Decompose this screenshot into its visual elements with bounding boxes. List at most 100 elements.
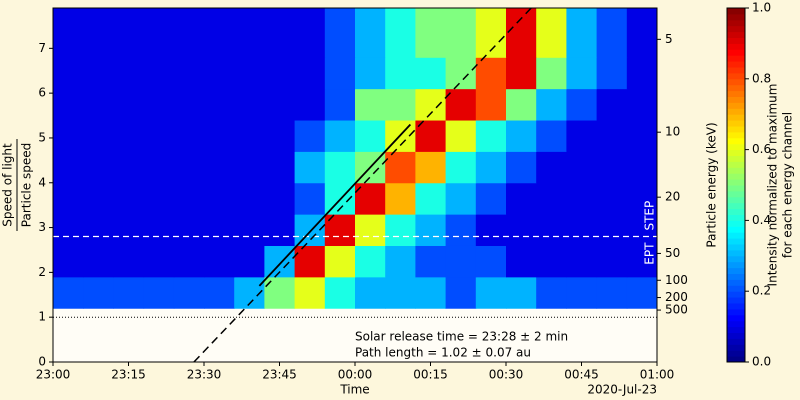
y2-tick-label: 500 [665, 303, 688, 317]
heatmap-cell [506, 120, 537, 152]
heatmap-cell [626, 8, 658, 58]
heatmap-cell [566, 214, 598, 246]
heatmap-cell [475, 245, 507, 278]
colorbar-step [727, 19, 745, 27]
heatmap-cell [324, 120, 356, 152]
heatmap-cell [355, 120, 386, 152]
heatmap-cell [143, 245, 175, 278]
heatmap-cell [355, 88, 386, 121]
heatmap-cell [204, 88, 235, 121]
heatmap-cell [83, 151, 114, 184]
heatmap-cell [475, 88, 507, 121]
y2-tick-label: 100 [665, 273, 688, 287]
x-tick-label: 23:00 [36, 368, 71, 382]
heatmap-cell [173, 276, 205, 309]
heatmap-cell [506, 214, 537, 246]
heatmap-cell [536, 245, 567, 278]
heatmap-cell [566, 57, 598, 90]
heatmap-cell [596, 151, 628, 184]
y2-tick-label: 50 [665, 246, 680, 260]
heatmap-cell [294, 8, 326, 58]
colorbar-step [727, 232, 745, 239]
heatmap-cell [204, 245, 235, 278]
heatmap-cell [506, 245, 537, 278]
heatmap-cell [385, 8, 416, 58]
heatmap-cell [506, 8, 537, 58]
heatmap-cell [415, 182, 447, 215]
heatmap-cell [566, 8, 598, 58]
heatmap-cell [264, 276, 296, 309]
annotation: Solar release time = 23:28 ± 2 min [355, 330, 568, 344]
y2-tick-label: 10 [665, 125, 680, 139]
y2-tick-label: 5 [665, 32, 673, 46]
colorbar-step [727, 279, 745, 286]
heatmap-cell [536, 57, 567, 90]
heatmap-cell [294, 276, 326, 309]
colorbar-step [727, 78, 745, 86]
heatmap-cell [234, 214, 265, 246]
x-tick-label: 01:00 [640, 368, 675, 382]
heatmap-cell [173, 120, 205, 152]
x-tick-label: 00:00 [338, 368, 373, 382]
heatmap-cell [385, 182, 416, 215]
heatmap-cell [204, 8, 235, 58]
colorbar-step [727, 67, 745, 74]
colorbar-step [727, 303, 745, 310]
colorbar-step [727, 90, 745, 97]
heatmap-cell [415, 88, 447, 121]
heatmap-cell [204, 151, 235, 184]
heatmap-cell [475, 120, 507, 152]
heatmap-cell [264, 151, 296, 184]
heatmap-cell [83, 88, 114, 121]
y2-tick-label: 200 [665, 290, 688, 304]
colorbar-step [727, 356, 745, 363]
heatmap-cell [324, 276, 356, 309]
y-label-bottom: Particle speed [20, 143, 34, 227]
heatmap-cell [324, 8, 356, 58]
heatmap-cell [475, 151, 507, 184]
colorbar-step [727, 238, 745, 245]
heatmap-cell [385, 276, 416, 309]
heatmap-cell [234, 57, 265, 90]
heatmap-cell [173, 57, 205, 90]
heatmap-cell [264, 120, 296, 152]
colorbar-step [727, 13, 745, 21]
heatmap-cell [536, 182, 567, 215]
heatmap-cell [204, 182, 235, 215]
overlay: STEP EPT [53, 7, 657, 363]
colorbar-tick-label: 0.4 [752, 213, 771, 227]
heatmap-cell [113, 245, 145, 278]
heatmap-cell [234, 182, 265, 215]
heatmap-cell [536, 214, 567, 246]
colorbar-step [727, 208, 745, 215]
heatmap-cell [626, 276, 658, 309]
heatmap-cell [566, 151, 598, 184]
heatmap-cell [53, 276, 84, 309]
heatmap-cell [536, 276, 567, 309]
heatmap-cell [566, 276, 598, 309]
heatmap-cell [113, 57, 145, 90]
heatmap-cell [355, 8, 386, 58]
heatmap-cell [143, 8, 175, 58]
heatmap-cell [294, 120, 326, 152]
colorbar-step [727, 149, 745, 156]
heatmap-cell [143, 276, 175, 309]
colorbar-step [727, 108, 745, 115]
heatmap-cell [415, 8, 447, 58]
heatmap-cell [113, 120, 145, 152]
heatmap-cell [506, 88, 537, 121]
y-tick-label: 6 [38, 86, 46, 100]
heatmap-cell [566, 120, 598, 152]
heatmap-cell [626, 182, 658, 215]
colorbar-step [727, 350, 745, 357]
heatmap-cell [234, 8, 265, 58]
colorbar-step [727, 190, 745, 198]
x-tick-label: 00:15 [413, 368, 448, 382]
heatmap-cell [234, 151, 265, 184]
heatmap-cell [385, 88, 416, 121]
colorbar-label: for each energy channel [781, 112, 795, 258]
date-label: 2020-Jul-23 [587, 383, 657, 397]
colorbar-step [727, 332, 745, 339]
heatmap-cell [596, 8, 628, 58]
heatmap-cell [294, 88, 326, 121]
